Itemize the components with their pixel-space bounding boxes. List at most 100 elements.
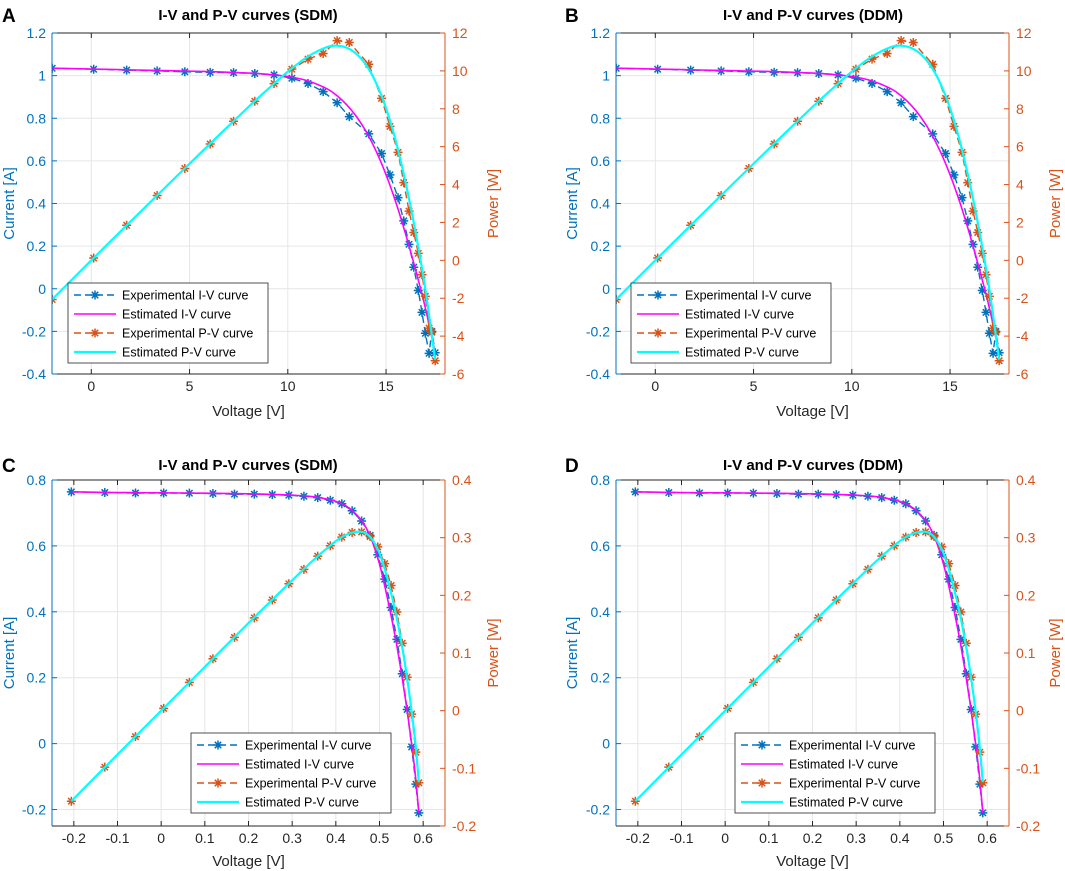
point-experimental-i-v-curve xyxy=(380,574,390,584)
y-left-tick-label: 0.6 xyxy=(591,153,611,169)
series-line-estimated-i-v-curve xyxy=(52,67,436,353)
point-experimental-i-v-curve xyxy=(984,328,994,338)
y-left-tick-label: 0.4 xyxy=(591,604,611,620)
y-left-tick-label: -0.4 xyxy=(586,366,610,382)
point-experimental-p-v-curve xyxy=(303,54,313,64)
y-left-tick-label: 0.2 xyxy=(27,238,47,254)
point-experimental-p-v-curve xyxy=(994,356,1004,366)
x-tick-label: 0.3 xyxy=(282,830,302,846)
x-tick-label: 0.3 xyxy=(846,830,866,846)
series-group xyxy=(630,487,988,818)
y-left-tick-label: 0.6 xyxy=(27,538,47,554)
y-right-axis-label: Power [W] xyxy=(1047,618,1064,687)
chart-title: I-V and P-V curves (SDM) xyxy=(158,7,337,24)
legend-label: Experimental I-V curve xyxy=(245,739,371,753)
y-right-tick-label: 12 xyxy=(452,25,468,41)
point-experimental-i-v-curve xyxy=(941,149,951,159)
y-left-tick-label: -0.2 xyxy=(22,802,46,818)
panel-c: -0.2 -0.1 0 0.1 0.2 0.3 0.4 0.5 0.6 -0.2 0 0.2 0.4 0.… xyxy=(1,456,502,870)
y-left-tick-label: 1 xyxy=(602,68,610,84)
x-tick-label: -0.2 xyxy=(62,830,86,846)
y-left-tick-label: 0 xyxy=(602,736,610,752)
point-experimental-p-v-curve xyxy=(908,37,918,47)
x-tick-label: 0 xyxy=(651,378,659,394)
legend-label: Estimated P-V curve xyxy=(122,346,236,360)
point-experimental-i-v-curve xyxy=(988,348,998,358)
panel-a: 0 5 10 15 -0.4 -0.2 0 0.2 0.4 0.6 0.8 1 1.2 -6 -4 -2 0 2 4… xyxy=(1,6,502,420)
x-tick-label: 0 xyxy=(157,830,165,846)
legend-marker-experimental-p-v-curve xyxy=(90,328,100,338)
point-experimental-p-v-curve xyxy=(404,206,414,216)
point-experimental-i-v-curve xyxy=(393,193,403,203)
y-left-tick-label: 0.2 xyxy=(591,670,611,686)
x-tick-label: -0.1 xyxy=(105,830,129,846)
y-right-tick-label: 2 xyxy=(1016,214,1024,230)
y-right-axis-label: Power [W] xyxy=(485,169,502,238)
y-left-tick-label: 1 xyxy=(38,68,46,84)
y-right-tick-label: -0.1 xyxy=(1016,760,1040,776)
chart-title: I-V and P-V curves (DDM) xyxy=(723,457,903,474)
x-axis-label: Voltage [V] xyxy=(212,403,285,420)
y-left-axis-label: Current [A] xyxy=(564,167,581,240)
y-right-tick-label: -0.2 xyxy=(452,818,476,834)
y-left-tick-label: 0.8 xyxy=(591,110,611,126)
point-experimental-i-v-curve xyxy=(409,262,419,272)
y-left-tick-label: 0 xyxy=(602,281,610,297)
legend-label: Experimental P-V curve xyxy=(685,327,816,341)
series-line-estimated-i-v-curve xyxy=(635,491,984,813)
point-experimental-i-v-curve xyxy=(896,98,906,108)
y-right-tick-label: 0.4 xyxy=(452,472,472,488)
y-right-tick-label: 0 xyxy=(1016,703,1024,719)
x-axis-label: Voltage [V] xyxy=(776,853,849,870)
point-experimental-i-v-curve xyxy=(424,348,434,358)
x-tick-label: 0.4 xyxy=(326,830,346,846)
point-experimental-i-v-curve xyxy=(937,550,947,560)
point-experimental-i-v-curve xyxy=(851,73,861,83)
legend: Experimental I-V curve Estimated I-V curv… xyxy=(190,732,392,814)
point-experimental-i-v-curve xyxy=(944,574,954,584)
legend-label: Estimated P-V curve xyxy=(245,796,359,810)
series-group xyxy=(616,36,1004,366)
x-tick-label: 15 xyxy=(942,378,958,394)
legend-label: Estimated I-V curve xyxy=(685,308,794,322)
y-left-tick-label: -0.2 xyxy=(22,323,46,339)
point-experimental-i-v-curve xyxy=(973,262,983,272)
point-experimental-p-v-curve xyxy=(950,581,960,591)
panel-d: -0.2 -0.1 0 0.1 0.2 0.3 0.4 0.5 0.6 -0.2 0 0.2 0.4 0.… xyxy=(564,456,1064,870)
y-left-axis-label: Current [A] xyxy=(1,167,18,240)
y-right-tick-label: 4 xyxy=(1016,177,1024,193)
point-experimental-p-v-curve xyxy=(928,59,938,69)
y-left-tick-label: 0.4 xyxy=(591,196,611,212)
point-experimental-p-v-curve xyxy=(963,178,973,188)
point-experimental-i-v-curve xyxy=(977,285,987,295)
point-experimental-p-v-curve xyxy=(409,227,419,237)
x-tick-label: 0.2 xyxy=(239,830,259,846)
y-right-tick-label: 0.1 xyxy=(452,645,472,661)
point-experimental-i-v-curve xyxy=(950,603,960,613)
series-group xyxy=(66,487,424,818)
series-line-estimated-p-v-curve xyxy=(70,530,420,802)
x-tick-label: 10 xyxy=(280,378,296,394)
legend: Experimental I-V curve Estimated I-V curv… xyxy=(67,282,269,364)
y-right-tick-label: -0.1 xyxy=(452,760,476,776)
y-left-tick-label: 0.4 xyxy=(27,604,47,620)
x-tick-label: 0.6 xyxy=(413,830,433,846)
chart-title: I-V and P-V curves (DDM) xyxy=(723,7,903,24)
point-experimental-i-v-curve xyxy=(981,307,991,317)
y-right-tick-label: 0.2 xyxy=(452,587,472,603)
y-left-tick-label: 1.2 xyxy=(591,25,611,41)
point-experimental-i-v-curve xyxy=(882,87,892,97)
x-tick-label: 15 xyxy=(378,378,394,394)
point-experimental-i-v-curve xyxy=(377,149,387,159)
y-right-tick-label: 8 xyxy=(452,101,460,117)
point-experimental-p-v-curve xyxy=(867,54,877,64)
point-experimental-i-v-curve xyxy=(303,79,313,89)
legend-label: Experimental P-V curve xyxy=(122,327,253,341)
y-right-tick-label: 0 xyxy=(1016,252,1024,268)
point-experimental-p-v-curve xyxy=(896,36,906,46)
point-experimental-p-v-curve xyxy=(988,323,998,333)
point-experimental-i-v-curve xyxy=(399,216,409,226)
y-right-tick-label: 2 xyxy=(452,214,460,230)
point-experimental-i-v-curve xyxy=(318,87,328,97)
